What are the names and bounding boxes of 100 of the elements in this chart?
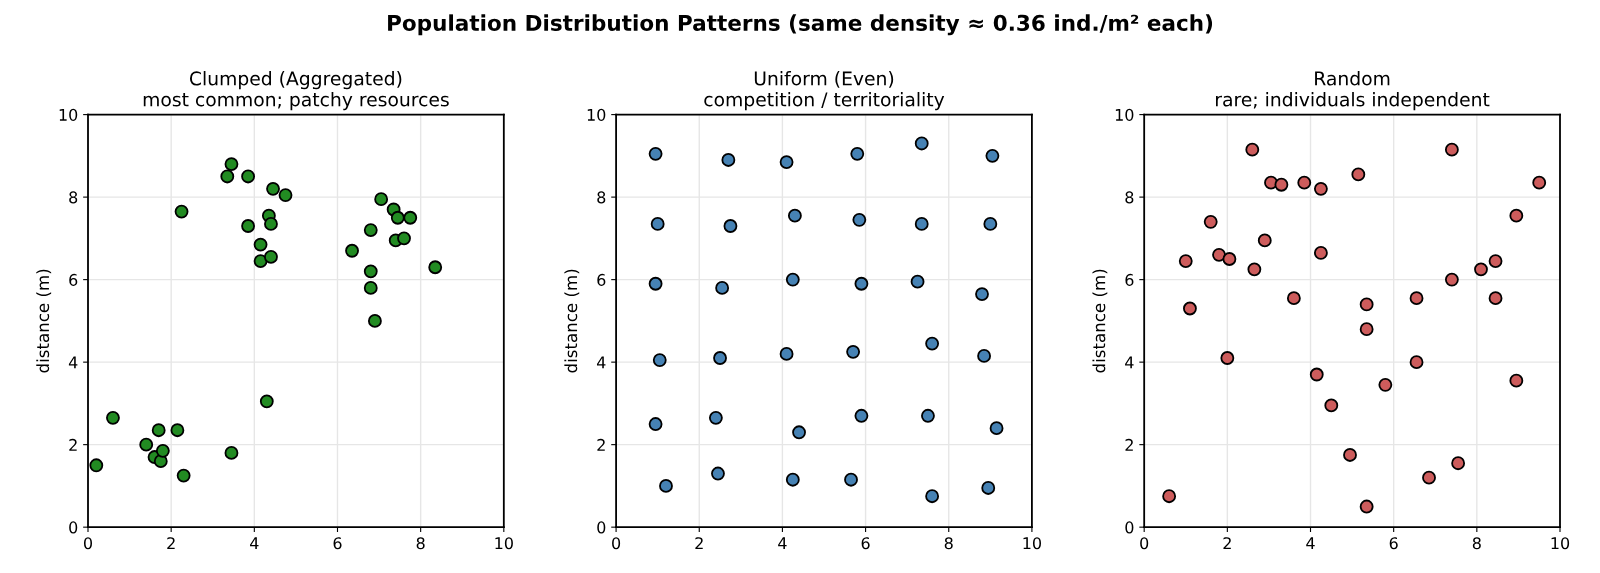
y-axis-title: distance (m) <box>564 269 580 373</box>
x-tick-label: 4 <box>1306 537 1315 550</box>
y-tick-label: 8 <box>69 191 78 204</box>
y-tick-label: 8 <box>1125 191 1134 204</box>
point <box>1359 297 1374 312</box>
x-tick-label: 10 <box>1551 537 1570 550</box>
point <box>403 210 418 225</box>
point <box>176 468 191 483</box>
point <box>155 443 170 458</box>
point <box>1183 301 1197 316</box>
point <box>1444 272 1459 287</box>
x-tick-label: 6 <box>1389 537 1398 550</box>
y-tick-label: 2 <box>69 438 77 451</box>
point <box>1297 175 1312 190</box>
point <box>1451 456 1466 471</box>
point <box>241 219 256 233</box>
point <box>910 274 925 289</box>
point <box>983 217 998 231</box>
point <box>170 423 185 438</box>
x-tick-label: 8 <box>944 537 953 550</box>
point <box>1474 262 1488 277</box>
point <box>1203 214 1218 229</box>
point <box>264 250 278 264</box>
point <box>174 204 189 219</box>
point <box>1178 254 1193 268</box>
y-axis-title: distance (m) <box>36 269 52 373</box>
point <box>264 217 278 231</box>
y-tick-label: 2 <box>1125 438 1133 451</box>
point <box>713 351 727 365</box>
point <box>792 425 806 440</box>
point <box>151 423 166 438</box>
point <box>224 157 239 172</box>
point <box>1509 373 1524 388</box>
chart-title: Uniform (Even) <box>754 71 894 88</box>
point <box>1222 252 1237 266</box>
point <box>650 217 665 231</box>
point <box>977 349 992 363</box>
point <box>975 287 989 301</box>
x-tick-label: 6 <box>861 537 870 550</box>
point <box>390 210 405 225</box>
point <box>1409 291 1424 306</box>
y-axis-title: distance (m) <box>1092 269 1108 373</box>
point <box>659 478 673 493</box>
point <box>1257 233 1272 248</box>
point <box>925 336 940 351</box>
point <box>652 353 667 367</box>
y-tick-label: 8 <box>597 191 606 204</box>
point <box>787 208 802 223</box>
point <box>1313 245 1328 260</box>
point <box>367 313 382 328</box>
point <box>1245 142 1260 157</box>
point <box>648 276 663 291</box>
x-tick-label: 2 <box>167 537 175 550</box>
point <box>925 489 940 504</box>
point <box>278 188 293 202</box>
point <box>846 344 861 359</box>
y-tick-label: 4 <box>1125 356 1134 369</box>
point <box>266 181 280 196</box>
point <box>363 280 378 295</box>
chart-title: Clumped (Aggregated) <box>189 71 402 90</box>
x-tick-label: 2 <box>695 537 703 550</box>
point <box>89 458 104 473</box>
point <box>1286 291 1301 306</box>
point <box>715 280 730 295</box>
x-tick-label: 4 <box>778 537 787 550</box>
x-tick-label: 0 <box>612 537 621 550</box>
y-tick-label: 2 <box>597 438 605 451</box>
chart-subtitle: competition / territoriality <box>704 92 945 111</box>
point <box>708 410 723 425</box>
point <box>224 445 239 460</box>
point <box>139 437 154 452</box>
y-tick-label: 10 <box>1115 108 1134 121</box>
point <box>363 264 378 279</box>
x-tick-label: 10 <box>1023 537 1042 550</box>
point <box>1488 254 1503 268</box>
point <box>1324 398 1339 413</box>
point <box>345 243 359 258</box>
point <box>1343 448 1357 462</box>
y-tick-label: 10 <box>59 108 78 121</box>
y-tick-label: 6 <box>69 273 78 286</box>
x-tick-label: 2 <box>1223 537 1231 550</box>
point <box>1162 489 1177 504</box>
point <box>779 346 794 361</box>
point <box>850 146 865 161</box>
point <box>1220 351 1235 365</box>
point <box>1247 262 1262 277</box>
point <box>1409 355 1424 370</box>
y-tick-label: 10 <box>587 108 606 121</box>
point <box>648 146 663 161</box>
point <box>779 155 794 169</box>
point <box>1359 499 1374 514</box>
point <box>397 231 411 246</box>
x-tick-label: 8 <box>1472 537 1481 550</box>
point <box>1444 142 1459 157</box>
y-tick-label: 6 <box>1125 273 1134 286</box>
point <box>1422 470 1436 485</box>
point <box>721 153 736 167</box>
x-tick-label: 0 <box>83 537 93 550</box>
point <box>363 223 378 238</box>
point <box>1488 291 1503 306</box>
